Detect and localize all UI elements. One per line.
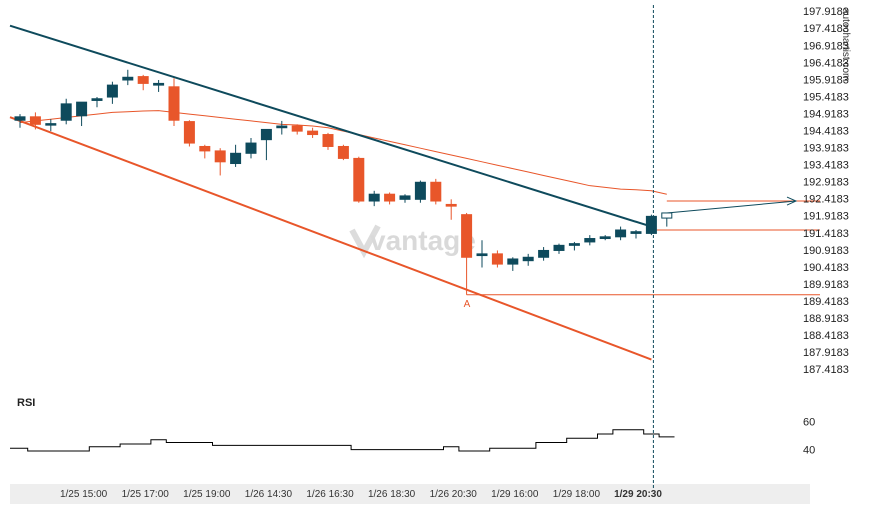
y-tick-label: 194.9183	[803, 108, 849, 120]
candle-body	[476, 253, 488, 257]
candle-body	[322, 134, 334, 147]
x-axis: 1/25 15:00 1/25 17:00 1/25 19:00 1/26 14:30…	[60, 489, 662, 500]
candle-body	[214, 150, 226, 163]
support-line	[9, 116, 652, 361]
x-tick-label: 1/26 18:30	[368, 489, 416, 500]
candle-body	[106, 84, 118, 98]
y-tick-label: 188.4183	[803, 330, 849, 342]
projection-arrow-head-icon	[786, 196, 798, 206]
rsi-label: RSI	[17, 397, 35, 409]
candle-body	[168, 86, 180, 121]
y-tick-label: 189.9183	[803, 279, 849, 291]
candle-body	[553, 244, 565, 251]
candle-body	[430, 181, 442, 202]
y-tick-label: 193.9183	[803, 143, 849, 155]
x-tick-label: 1/29 20:30	[614, 489, 662, 500]
y-tick-label: 188.9183	[803, 313, 849, 325]
candle-body	[122, 76, 134, 81]
candle-body	[260, 128, 272, 141]
candle-body	[368, 193, 380, 202]
x-tick-label: 1/29 18:00	[553, 489, 601, 500]
candle-body	[584, 238, 596, 243]
candle-body	[461, 214, 473, 258]
x-tick-label: 1/29 16:00	[491, 489, 539, 500]
candle-body	[645, 215, 657, 234]
candle-body	[538, 249, 550, 258]
watermark-logo-icon	[349, 224, 381, 259]
point-a-label: A	[464, 299, 471, 310]
candle-body	[291, 125, 303, 132]
candle-body	[60, 103, 72, 121]
rsi-tick-label: 60	[803, 416, 815, 428]
candle-body	[14, 116, 26, 121]
rsi-tick-label: 40	[803, 445, 815, 457]
candles	[14, 69, 673, 295]
y-tick-label: 195.9183	[803, 74, 849, 86]
watermark: vantage	[349, 224, 476, 259]
horizontal-levels: A	[464, 196, 820, 310]
candle-body	[599, 236, 611, 240]
y-tick-label: 191.4183	[803, 228, 849, 240]
trend-lines	[9, 24, 652, 361]
x-tick-label: 1/26 14:30	[245, 489, 293, 500]
candle-body	[414, 181, 426, 200]
y-tick-label: 191.9183	[803, 211, 849, 223]
candle-body	[568, 243, 580, 246]
y-tick-label: 189.4183	[803, 296, 849, 308]
candle-body	[45, 123, 57, 126]
candle-body	[399, 195, 411, 200]
y-tick-label: 192.4183	[803, 194, 849, 206]
candle-body	[276, 125, 288, 129]
candle-body	[91, 98, 103, 101]
y-tick-label: 192.9183	[803, 177, 849, 189]
y-tick-label: 196.9183	[803, 40, 849, 52]
y-tick-label: 187.9183	[803, 347, 849, 359]
candle-body	[29, 116, 41, 125]
candle-body	[507, 258, 519, 265]
candle-body	[153, 82, 165, 86]
y-tick-label: 196.4183	[803, 57, 849, 69]
rsi-line	[10, 429, 675, 452]
y-tick-label: 197.4183	[803, 23, 849, 35]
x-tick-label: 1/25 15:00	[60, 489, 108, 500]
y-tick-label: 194.4183	[803, 126, 849, 138]
watermark-text: vantage	[370, 225, 476, 256]
site-label: autochartist.com	[840, 8, 851, 81]
rsi-panel: RSI 60 40	[10, 397, 815, 457]
y-tick-label: 197.9183	[803, 6, 849, 18]
candle-body	[630, 231, 642, 234]
candle-body	[230, 152, 242, 165]
candle-body	[76, 101, 88, 117]
x-axis-background	[10, 484, 810, 504]
y-tick-label: 190.9183	[803, 245, 849, 257]
candle-body	[183, 121, 195, 144]
candle-body	[199, 145, 211, 152]
y-tick-label: 195.4183	[803, 91, 849, 103]
candle-body	[307, 130, 319, 136]
candle-body	[445, 203, 457, 207]
y-axis: 197.9183 197.4183 196.9183 196.4183 195.9183…	[803, 6, 849, 376]
candle-body	[522, 256, 534, 262]
candle-body	[137, 76, 149, 84]
y-tick-label: 187.4183	[803, 364, 849, 376]
candle-body	[491, 253, 503, 265]
candle-body	[245, 142, 257, 154]
candle-body	[353, 157, 365, 202]
candle-body	[661, 212, 673, 219]
projection-arrow-line	[666, 200, 797, 214]
candle-body	[337, 145, 349, 159]
candle-body	[384, 193, 396, 202]
candle-body	[615, 229, 627, 238]
x-tick-label: 1/26 16:30	[306, 489, 354, 500]
x-tick-label: 1/25 17:00	[122, 489, 170, 500]
x-tick-label: 1/25 19:00	[183, 489, 231, 500]
x-axis-band	[10, 484, 810, 504]
x-tick-label: 1/26 20:30	[430, 489, 478, 500]
y-tick-label: 190.4183	[803, 262, 849, 274]
resistance-line	[9, 24, 652, 228]
y-tick-label: 193.4183	[803, 160, 849, 172]
